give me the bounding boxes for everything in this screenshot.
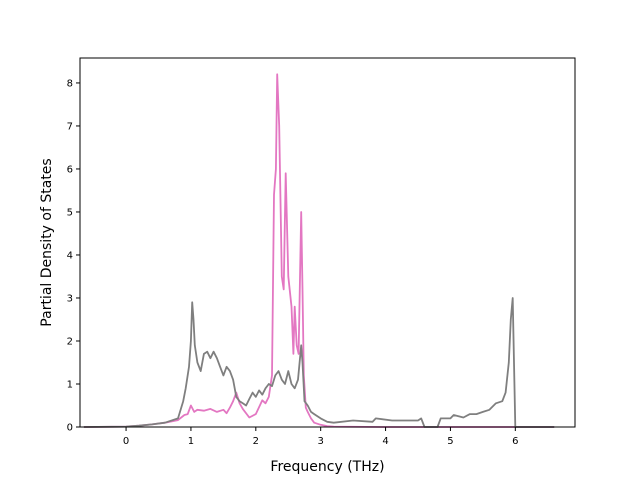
x-tick-label: 4 (382, 436, 388, 447)
x-tick-label: 1 (188, 436, 194, 447)
y-tick-label: 3 (67, 293, 73, 304)
x-tick-label: 0 (123, 436, 129, 447)
y-axis-ticks: 0 1 2 3 4 5 6 7 8 (67, 78, 80, 434)
plot-lines (83, 73, 555, 428)
y-axis-label: Partial Density of States (39, 158, 55, 326)
y-tick-label: 8 (67, 78, 73, 89)
x-axis-label: Frequency (THz) (270, 459, 384, 475)
plot-frame (79, 57, 576, 428)
x-tick-label: 6 (512, 436, 518, 447)
series-line-2 (83, 297, 555, 428)
x-tick-label: 2 (253, 436, 259, 447)
y-tick-label: 2 (67, 336, 73, 347)
y-tick-label: 1 (67, 379, 73, 390)
y-tick-label: 5 (67, 207, 73, 218)
x-tick-label: 5 (447, 436, 453, 447)
x-axis-ticks: 0 1 2 3 4 5 6 (123, 427, 519, 447)
x-tick-label: 3 (318, 436, 324, 447)
y-tick-label: 0 (67, 423, 73, 434)
y-tick-label: 7 (67, 121, 73, 132)
y-tick-label: 6 (67, 164, 73, 175)
y-tick-label: 4 (67, 250, 73, 261)
series-line-1 (83, 73, 555, 428)
